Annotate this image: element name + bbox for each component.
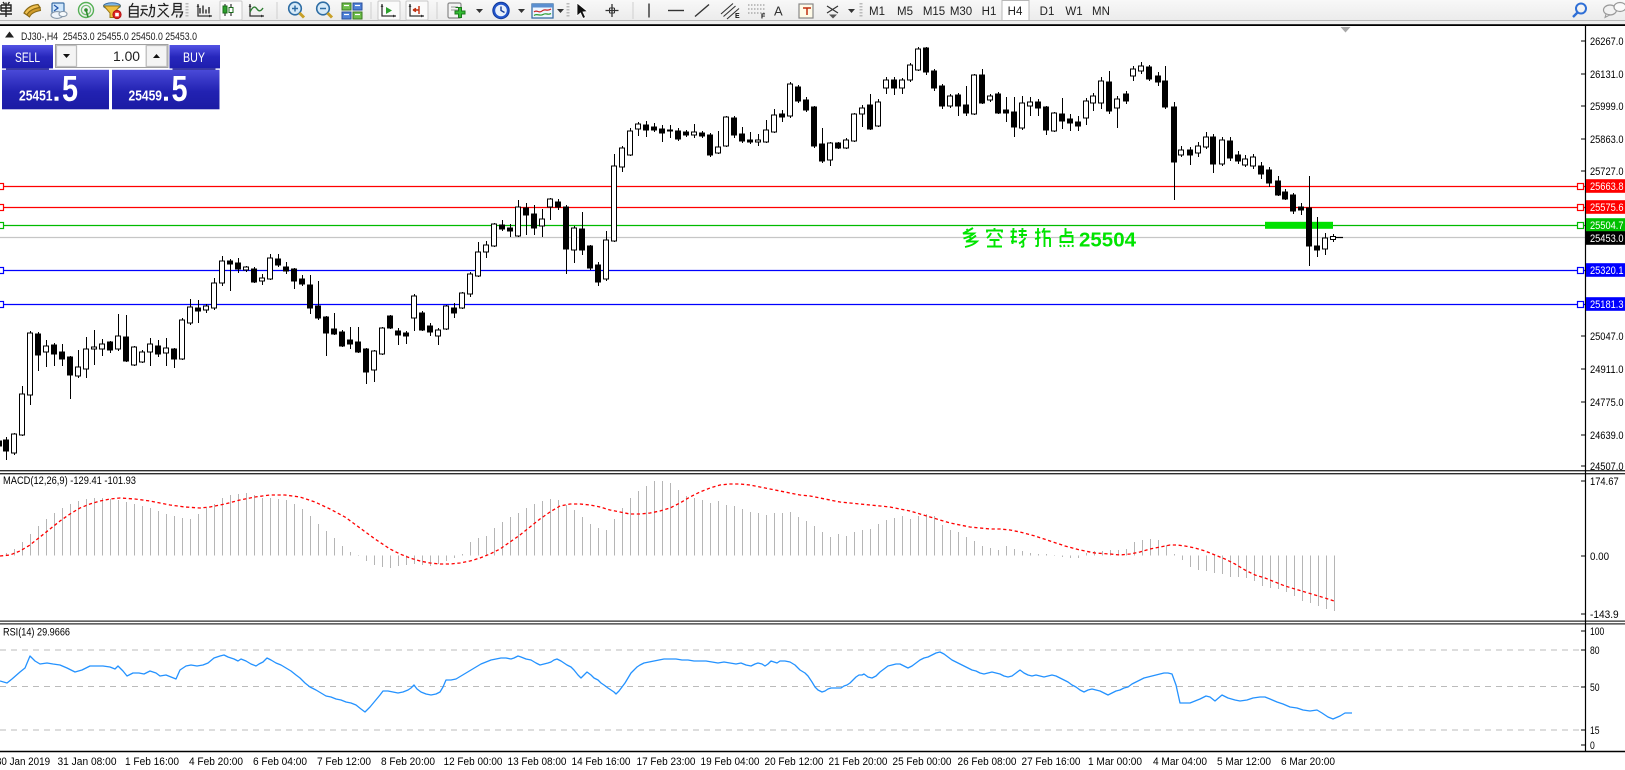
svg-text:25451: 25451 bbox=[19, 89, 53, 105]
svg-text:7 Feb 12:00: 7 Feb 12:00 bbox=[317, 756, 371, 768]
svg-text:25504.7: 25504.7 bbox=[1590, 220, 1624, 232]
svg-text:25459: 25459 bbox=[129, 89, 163, 105]
svg-text:30 Jan 2019: 30 Jan 2019 bbox=[0, 756, 50, 768]
svg-text:MACD(12,26,9) -129.41 -101.93: MACD(12,26,9) -129.41 -101.93 bbox=[3, 475, 136, 487]
svg-text:25999.0: 25999.0 bbox=[1590, 101, 1624, 113]
svg-text:26267.0: 26267.0 bbox=[1590, 36, 1624, 48]
svg-text:15: 15 bbox=[1590, 725, 1600, 737]
svg-text:6 Feb 04:00: 6 Feb 04:00 bbox=[253, 756, 307, 768]
svg-text:H1: H1 bbox=[982, 6, 997, 18]
svg-text:25320.1: 25320.1 bbox=[1590, 265, 1624, 277]
svg-text:H4: H4 bbox=[1008, 6, 1023, 18]
svg-text:RSI(14) 29.9666: RSI(14) 29.9666 bbox=[3, 627, 70, 639]
svg-text:25504: 25504 bbox=[1079, 229, 1137, 252]
svg-text:25575.6: 25575.6 bbox=[1590, 202, 1624, 214]
svg-text:31 Jan 08:00: 31 Jan 08:00 bbox=[58, 756, 117, 768]
svg-text:50: 50 bbox=[1590, 682, 1600, 694]
svg-text:MN: MN bbox=[1092, 6, 1110, 18]
svg-text:5: 5 bbox=[62, 68, 78, 109]
svg-text:26131.0: 26131.0 bbox=[1590, 69, 1624, 81]
svg-text:14 Feb 16:00: 14 Feb 16:00 bbox=[572, 756, 631, 768]
svg-text:26 Feb 08:00: 26 Feb 08:00 bbox=[958, 756, 1017, 768]
svg-text:19 Feb 04:00: 19 Feb 04:00 bbox=[701, 756, 760, 768]
svg-text:4 Feb 20:00: 4 Feb 20:00 bbox=[189, 756, 243, 768]
svg-text:24911.0: 24911.0 bbox=[1590, 364, 1624, 376]
svg-text:SELL: SELL bbox=[15, 50, 40, 65]
svg-text:24775.0: 24775.0 bbox=[1590, 397, 1624, 409]
svg-text:DJ30-,H4 25453.0 25455.0 2545: DJ30-,H4 25453.0 25455.0 25450.0 25453.0 bbox=[21, 31, 197, 43]
svg-text:25727.0: 25727.0 bbox=[1590, 166, 1624, 178]
svg-text:20 Feb 12:00: 20 Feb 12:00 bbox=[765, 756, 824, 768]
svg-text:M1: M1 bbox=[869, 6, 885, 18]
svg-text:1 Feb 16:00: 1 Feb 16:00 bbox=[125, 756, 179, 768]
svg-text:W1: W1 bbox=[1065, 6, 1082, 18]
svg-text:1 Mar 00:00: 1 Mar 00:00 bbox=[1088, 756, 1142, 768]
svg-text:D1: D1 bbox=[1040, 6, 1055, 18]
svg-text:25047.0: 25047.0 bbox=[1590, 331, 1624, 343]
svg-text:5 Mar 12:00: 5 Mar 12:00 bbox=[1217, 756, 1271, 768]
svg-text:1.00: 1.00 bbox=[113, 48, 140, 64]
svg-text:174.67: 174.67 bbox=[1590, 476, 1619, 488]
svg-text:25663.8: 25663.8 bbox=[1590, 181, 1624, 193]
svg-text:BUY: BUY bbox=[183, 50, 205, 65]
svg-text:25863.0: 25863.0 bbox=[1590, 134, 1624, 146]
svg-text:4 Mar 04:00: 4 Mar 04:00 bbox=[1153, 756, 1207, 768]
svg-text:27 Feb 16:00: 27 Feb 16:00 bbox=[1022, 756, 1081, 768]
svg-text:-143.9: -143.9 bbox=[1590, 609, 1619, 621]
svg-text:A: A bbox=[774, 4, 783, 19]
svg-text:M30: M30 bbox=[950, 6, 972, 18]
svg-text:12 Feb 00:00: 12 Feb 00:00 bbox=[444, 756, 503, 768]
svg-text:21 Feb 20:00: 21 Feb 20:00 bbox=[829, 756, 888, 768]
svg-text:13 Feb 08:00: 13 Feb 08:00 bbox=[508, 756, 567, 768]
svg-text:0: 0 bbox=[1590, 740, 1595, 752]
svg-text:5: 5 bbox=[172, 68, 188, 109]
svg-text:25181.3: 25181.3 bbox=[1590, 299, 1624, 311]
svg-text:F: F bbox=[761, 14, 766, 21]
svg-text:25453.0: 25453.0 bbox=[1590, 233, 1624, 245]
svg-text:17 Feb 23:00: 17 Feb 23:00 bbox=[637, 756, 696, 768]
svg-text:M5: M5 bbox=[897, 6, 913, 18]
svg-text:25 Feb 00:00: 25 Feb 00:00 bbox=[893, 756, 952, 768]
svg-text:0.00: 0.00 bbox=[1590, 551, 1609, 563]
svg-text:80: 80 bbox=[1590, 645, 1600, 657]
svg-text:8 Feb 20:00: 8 Feb 20:00 bbox=[381, 756, 435, 768]
svg-text:M15: M15 bbox=[923, 6, 945, 18]
svg-text:24507.0: 24507.0 bbox=[1590, 461, 1624, 473]
svg-text:100: 100 bbox=[1590, 626, 1604, 638]
svg-text:6 Mar 20:00: 6 Mar 20:00 bbox=[1281, 756, 1335, 768]
svg-text:24639.0: 24639.0 bbox=[1590, 430, 1624, 442]
svg-text:E: E bbox=[735, 13, 740, 20]
